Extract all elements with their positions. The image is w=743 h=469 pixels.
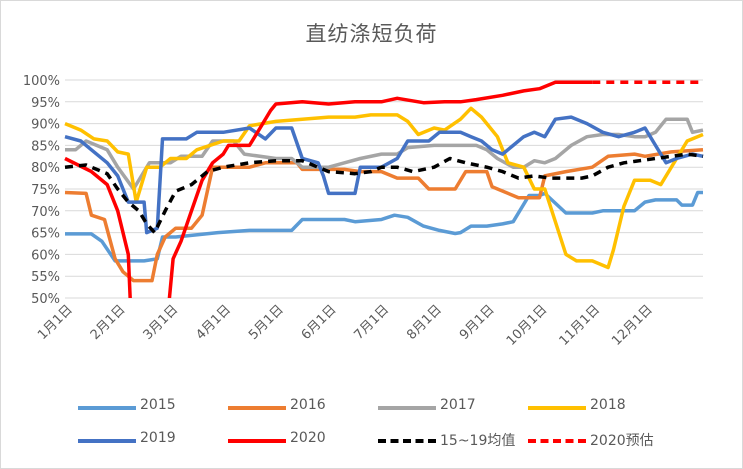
x-tick-label: 9月1日 [457,302,498,343]
y-tick-label: 65% [31,227,60,242]
y-tick-label: 55% [31,270,60,285]
x-tick-label: 3月1日 [141,302,182,343]
y-tick-label: 95% [31,96,60,111]
y-tick-label: 70% [31,205,60,220]
series-line-5 [64,80,593,298]
series-line-4 [64,115,704,235]
x-tick-label: 11月1日 [557,302,604,349]
y-tick-label: 75% [31,183,60,198]
y-tick-label: 100% [23,74,60,89]
x-tick-label: 4月1日 [193,302,234,343]
chart-title: 直纺涤短负荷 [305,22,438,46]
x-tick-label: 1月1日 [35,302,76,343]
series-line-3 [64,106,704,270]
x-tick-label: 2月1日 [88,302,129,343]
x-tick-label: 7月1日 [352,302,393,343]
y-tick-label: 80% [31,161,60,176]
x-tick-label: 12月1日 [609,302,656,349]
series-line-6 [64,152,704,235]
x-tick-label: 8月1日 [404,302,445,343]
series-line-2 [65,117,704,191]
y-tick-label: 50% [31,292,60,307]
x-tick-label: 6月1日 [299,302,340,343]
series-line-1 [64,148,704,283]
y-tick-label: 85% [31,139,60,154]
x-tick-label: 10月1日 [504,302,551,349]
y-tick-label: 60% [31,248,60,263]
y-tick-label: 90% [31,118,60,133]
x-tick-label: 5月1日 [246,302,287,343]
